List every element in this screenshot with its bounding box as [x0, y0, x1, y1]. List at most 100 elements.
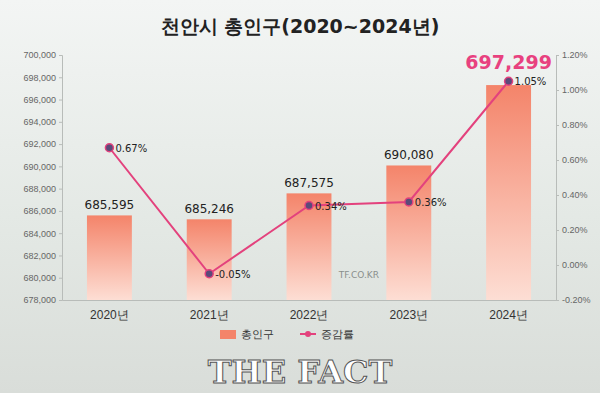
y-axis-tick-label: 686,000: [23, 206, 56, 216]
y-axis-tick-label: 690,000: [23, 162, 56, 172]
x-axis-line: [63, 300, 557, 301]
x-axis-tick-label: 2022년: [290, 308, 329, 322]
y-axis-tick-label: 698,000: [23, 73, 56, 83]
line-point: [205, 270, 213, 278]
y-axis-tick-mark: [59, 77, 62, 78]
bar-label: 687,575: [284, 176, 334, 190]
x-axis: 2020년 2021년 2022년 2023년 2024년: [63, 300, 557, 322]
y-axis-tick: 692,000: [23, 139, 62, 149]
line-label: 0.34%: [315, 201, 347, 212]
y2-axis-tick: 1.00%: [556, 85, 588, 95]
y-axis-tick: 682,000: [23, 251, 62, 261]
y-axis-tick-mark: [59, 255, 62, 256]
watermark-small: TF.CO.KR: [338, 270, 379, 280]
y-axis-tick: 680,000: [23, 273, 62, 283]
x-axis-tick: 2022년: [290, 300, 329, 322]
line-label: -0.05%: [215, 269, 250, 280]
bar: [87, 215, 132, 300]
y-axis-tick: 700,000: [23, 50, 62, 60]
y2-axis-tick: 0.00%: [556, 260, 588, 270]
y-axis-tick: 688,000: [23, 184, 62, 194]
y2-axis-tick: -0.20%: [556, 295, 591, 305]
bar-label: 685,595: [85, 198, 135, 212]
y2-axis-tick-label: 0.20%: [562, 225, 588, 235]
y2-axis-tick-label: 0.40%: [562, 190, 588, 200]
y-axis-tick-mark: [59, 211, 62, 212]
y-axis-tick-label: 700,000: [23, 50, 56, 60]
legend-swatch-marker: [305, 331, 311, 337]
legend: 총인구 증감률: [220, 328, 354, 341]
y2-axis-tick-label: 1.00%: [562, 85, 588, 95]
y2-axis-tick-mark: [556, 55, 559, 56]
line-point: [105, 144, 113, 152]
line: [109, 81, 508, 274]
x-axis-tick: 2024년: [489, 300, 528, 322]
y-axis-tick: 686,000: [23, 206, 62, 216]
y2-axis-tick-mark: [556, 160, 559, 161]
y2-axis-tick: 0.60%: [556, 155, 588, 165]
x-axis-tick-label: 2020년: [90, 308, 129, 322]
y-axis-tick-label: 682,000: [23, 251, 56, 261]
y2-axis-tick-label: -0.20%: [562, 295, 591, 305]
y-axis-tick-mark: [59, 233, 62, 234]
y-axis-tick: 696,000: [23, 95, 62, 105]
background: [0, 0, 600, 393]
y2-axis-tick-mark: [556, 90, 559, 91]
line-label: 0.67%: [115, 143, 147, 154]
y2-axis-tick-label: 0.00%: [562, 260, 588, 270]
y-axis-tick-label: 696,000: [23, 95, 56, 105]
y-axis-tick-label: 688,000: [23, 184, 56, 194]
x-axis-tick: 2021년: [190, 300, 229, 322]
plot: 678,000 680,000 682,000 684,000 686,000 688,0…: [23, 50, 590, 321]
y2-axis-tick: 1.20%: [556, 50, 588, 60]
y-axis-tick-label: 684,000: [23, 229, 56, 239]
y-axis-tick-mark: [59, 189, 62, 190]
x-axis-tick: 2020년: [90, 300, 129, 322]
y2-axis-line: [557, 56, 560, 301]
y-axis-tick-mark: [59, 55, 62, 56]
bar: [386, 165, 431, 300]
y2-axis-tick: 0.20%: [556, 225, 588, 235]
y-axis-tick-mark: [59, 122, 62, 123]
bar: [486, 85, 531, 300]
y-axis-line: [59, 56, 63, 301]
legend-label: 총인구: [241, 328, 274, 341]
data-labels: 685,595685,246687,575690,080697,2990.67%…: [85, 51, 552, 280]
y-axis-tick-mark: [59, 144, 62, 145]
y-axis-tick-mark: [59, 100, 62, 101]
x-axis-tick-label: 2023년: [389, 308, 428, 322]
y-axis-tick: 698,000: [23, 73, 62, 83]
y2-axis-tick-label: 0.60%: [562, 155, 588, 165]
x-axis-tick-label: 2021년: [190, 308, 229, 322]
watermark: THE FACT: [208, 353, 393, 391]
bar-label: 685,246: [184, 202, 234, 216]
bar-label: 697,299: [465, 51, 552, 73]
y2-axis-tick-mark: [556, 195, 559, 196]
title: 천안시 총인구(2020~2024년): [161, 15, 440, 37]
y-axis-tick-mark: [59, 278, 62, 279]
y-axis-tick-label: 678,000: [23, 295, 56, 305]
y-axis-tick: 694,000: [23, 117, 62, 127]
line-point: [305, 202, 313, 210]
y-axis-tick-mark: [59, 300, 62, 301]
y2-axis-tick-mark: [556, 265, 559, 266]
y-axis: 678,000 680,000 682,000 684,000 686,000 688,0…: [23, 50, 62, 305]
y2-axis-tick-mark: [556, 125, 559, 126]
line-label: 1.05%: [515, 76, 547, 87]
line-point: [505, 77, 513, 85]
y2-axis: -0.20%0.00%0.20%0.40%0.60%0.80%1.00%1.20…: [556, 50, 591, 305]
y-axis-tick-label: 694,000: [23, 117, 56, 127]
legend-item: 총인구: [220, 328, 274, 341]
y-axis-tick-label: 692,000: [23, 139, 56, 149]
y-axis-tick: 678,000: [23, 295, 62, 305]
line-label: 0.36%: [415, 197, 447, 208]
y-axis-tick-label: 680,000: [23, 273, 56, 283]
legend-label: 증감률: [321, 328, 354, 341]
legend-swatch: [220, 330, 236, 339]
x-axis-tick: 2023년: [389, 300, 428, 322]
y-axis-tick: 684,000: [23, 229, 62, 239]
y-axis-tick: 690,000: [23, 162, 62, 172]
bar: [187, 219, 232, 300]
y-axis-tick-mark: [59, 166, 62, 167]
y2-axis-tick: 0.40%: [556, 190, 588, 200]
